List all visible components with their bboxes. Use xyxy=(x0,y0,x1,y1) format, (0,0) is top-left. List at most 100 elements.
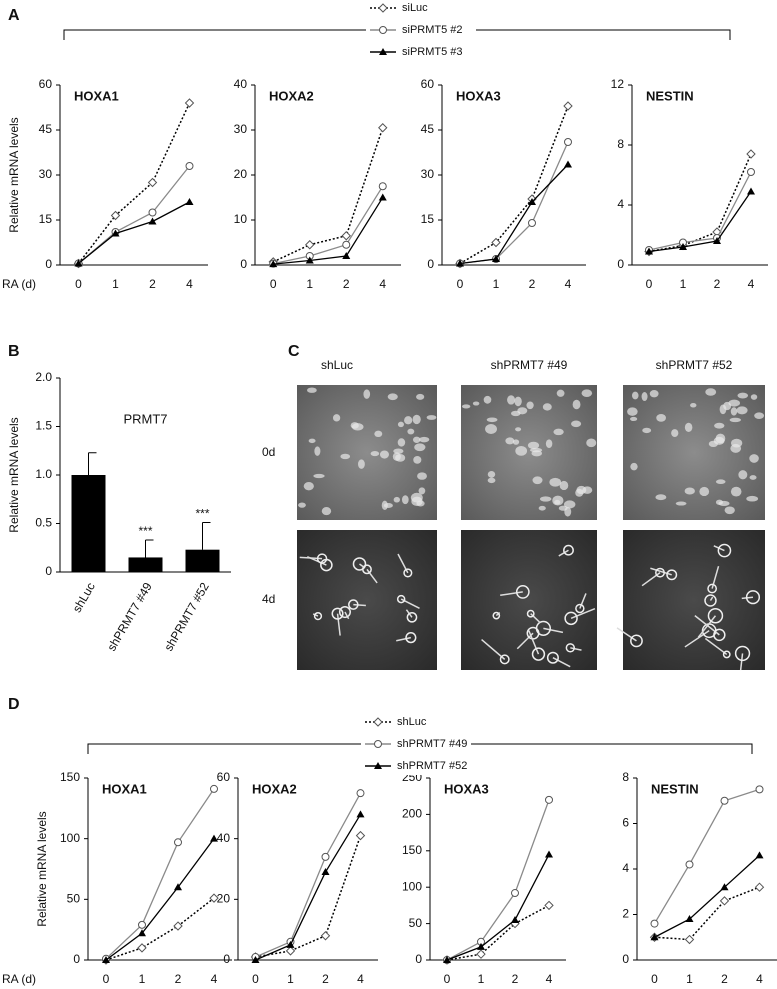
marker xyxy=(477,942,485,950)
y-tick-label: 0 xyxy=(223,952,230,966)
y-tick-label: 40 xyxy=(234,77,248,91)
marker xyxy=(147,177,158,188)
y-tick-label: 0 xyxy=(45,257,52,271)
marker xyxy=(111,229,120,237)
y-tick-label: 10 xyxy=(234,212,248,226)
marker xyxy=(174,838,182,847)
y-tick-label: 8 xyxy=(617,137,624,151)
x-tick-label: 1 xyxy=(112,277,119,291)
cell xyxy=(370,451,380,457)
cell xyxy=(746,495,759,502)
cell xyxy=(532,476,543,485)
x-tick-label: 0 xyxy=(651,972,658,986)
marker xyxy=(719,896,730,906)
y-tick-label: 0 xyxy=(240,257,247,271)
marker xyxy=(74,259,83,267)
cell xyxy=(545,439,553,448)
legend-label: siPRMT5 #2 xyxy=(402,24,463,36)
micrograph xyxy=(623,530,765,670)
legend-label: siPRMT5 #3 xyxy=(402,46,463,58)
x-tick-label: 0 xyxy=(103,972,110,986)
y-tick-label: 8 xyxy=(622,770,629,784)
cell xyxy=(303,482,314,491)
y-tick-label: 60 xyxy=(217,770,231,784)
series-line xyxy=(78,165,191,264)
marker xyxy=(305,240,315,250)
cell xyxy=(542,403,552,411)
neurite xyxy=(570,608,596,620)
x-tick-label: 0 xyxy=(270,277,277,291)
x-tick-label: 2 xyxy=(149,277,156,291)
x-axis-label: RA (d) xyxy=(2,277,36,291)
cell xyxy=(483,395,492,404)
marker xyxy=(545,795,553,804)
y-tick-label: 50 xyxy=(409,916,423,930)
series-line xyxy=(273,197,384,265)
cell xyxy=(705,388,717,396)
marker xyxy=(684,934,695,945)
error-bar xyxy=(202,522,211,550)
series-line xyxy=(78,201,190,265)
error-bar xyxy=(145,539,154,558)
y-tick-label: 0 xyxy=(45,564,52,578)
marker xyxy=(564,138,572,146)
x-tick-label: 4 xyxy=(748,277,755,291)
marker xyxy=(476,949,486,959)
y-tick-label: 20 xyxy=(234,167,248,181)
x-tick-label: 4 xyxy=(546,972,553,986)
cell xyxy=(531,647,546,661)
panel-label: A xyxy=(8,7,20,24)
cell xyxy=(707,583,718,594)
cell xyxy=(715,479,726,485)
cell xyxy=(699,486,710,497)
marker xyxy=(679,243,687,250)
cell xyxy=(314,446,321,456)
series-line xyxy=(255,792,362,958)
marker xyxy=(321,852,330,861)
cell xyxy=(350,422,359,429)
chart-title: HOXA1 xyxy=(102,781,147,796)
row-header: 0d xyxy=(262,445,275,459)
y-axis-label: Relative mRNA levels xyxy=(7,117,21,232)
series-line xyxy=(654,854,760,938)
y-tick-label: 0.5 xyxy=(35,516,52,530)
cell xyxy=(526,401,534,410)
neurite xyxy=(366,568,378,584)
cell xyxy=(512,439,520,445)
legend-marker xyxy=(378,3,388,13)
cell xyxy=(552,495,564,506)
marker xyxy=(341,231,351,241)
marker xyxy=(747,187,755,195)
cell xyxy=(505,437,515,445)
marker xyxy=(286,940,295,948)
x-tick-label: 0 xyxy=(444,972,451,986)
x-tick-label: 4 xyxy=(565,277,572,291)
marker xyxy=(378,123,388,133)
annotation: *** xyxy=(138,524,152,538)
series-line xyxy=(105,788,215,960)
marker xyxy=(138,929,146,937)
cell xyxy=(316,553,328,564)
cell xyxy=(734,645,751,662)
cell xyxy=(730,443,742,453)
x-axis-label: RA (d) xyxy=(2,972,36,986)
cell xyxy=(630,634,643,648)
y-tick-label: 0 xyxy=(622,952,629,966)
cell xyxy=(507,395,516,405)
x-tick-label: 0 xyxy=(646,277,653,291)
y-tick-label: 0 xyxy=(617,257,624,271)
column-header: shPRMT7 #52 xyxy=(656,358,733,372)
cell xyxy=(340,453,351,460)
legend-bg xyxy=(366,0,476,17)
chart-title: HOXA1 xyxy=(74,88,119,103)
x-tick-label: 2 xyxy=(512,972,519,986)
cell xyxy=(387,393,398,401)
cell xyxy=(728,399,740,407)
y-tick-label: 0 xyxy=(415,952,422,966)
cell xyxy=(722,650,731,659)
x-tick-label: 1 xyxy=(478,972,485,986)
series-line xyxy=(459,164,569,265)
y-tick-label: 1.5 xyxy=(35,419,52,433)
y-tick-label: 30 xyxy=(234,122,248,136)
legend-bg xyxy=(366,43,476,61)
